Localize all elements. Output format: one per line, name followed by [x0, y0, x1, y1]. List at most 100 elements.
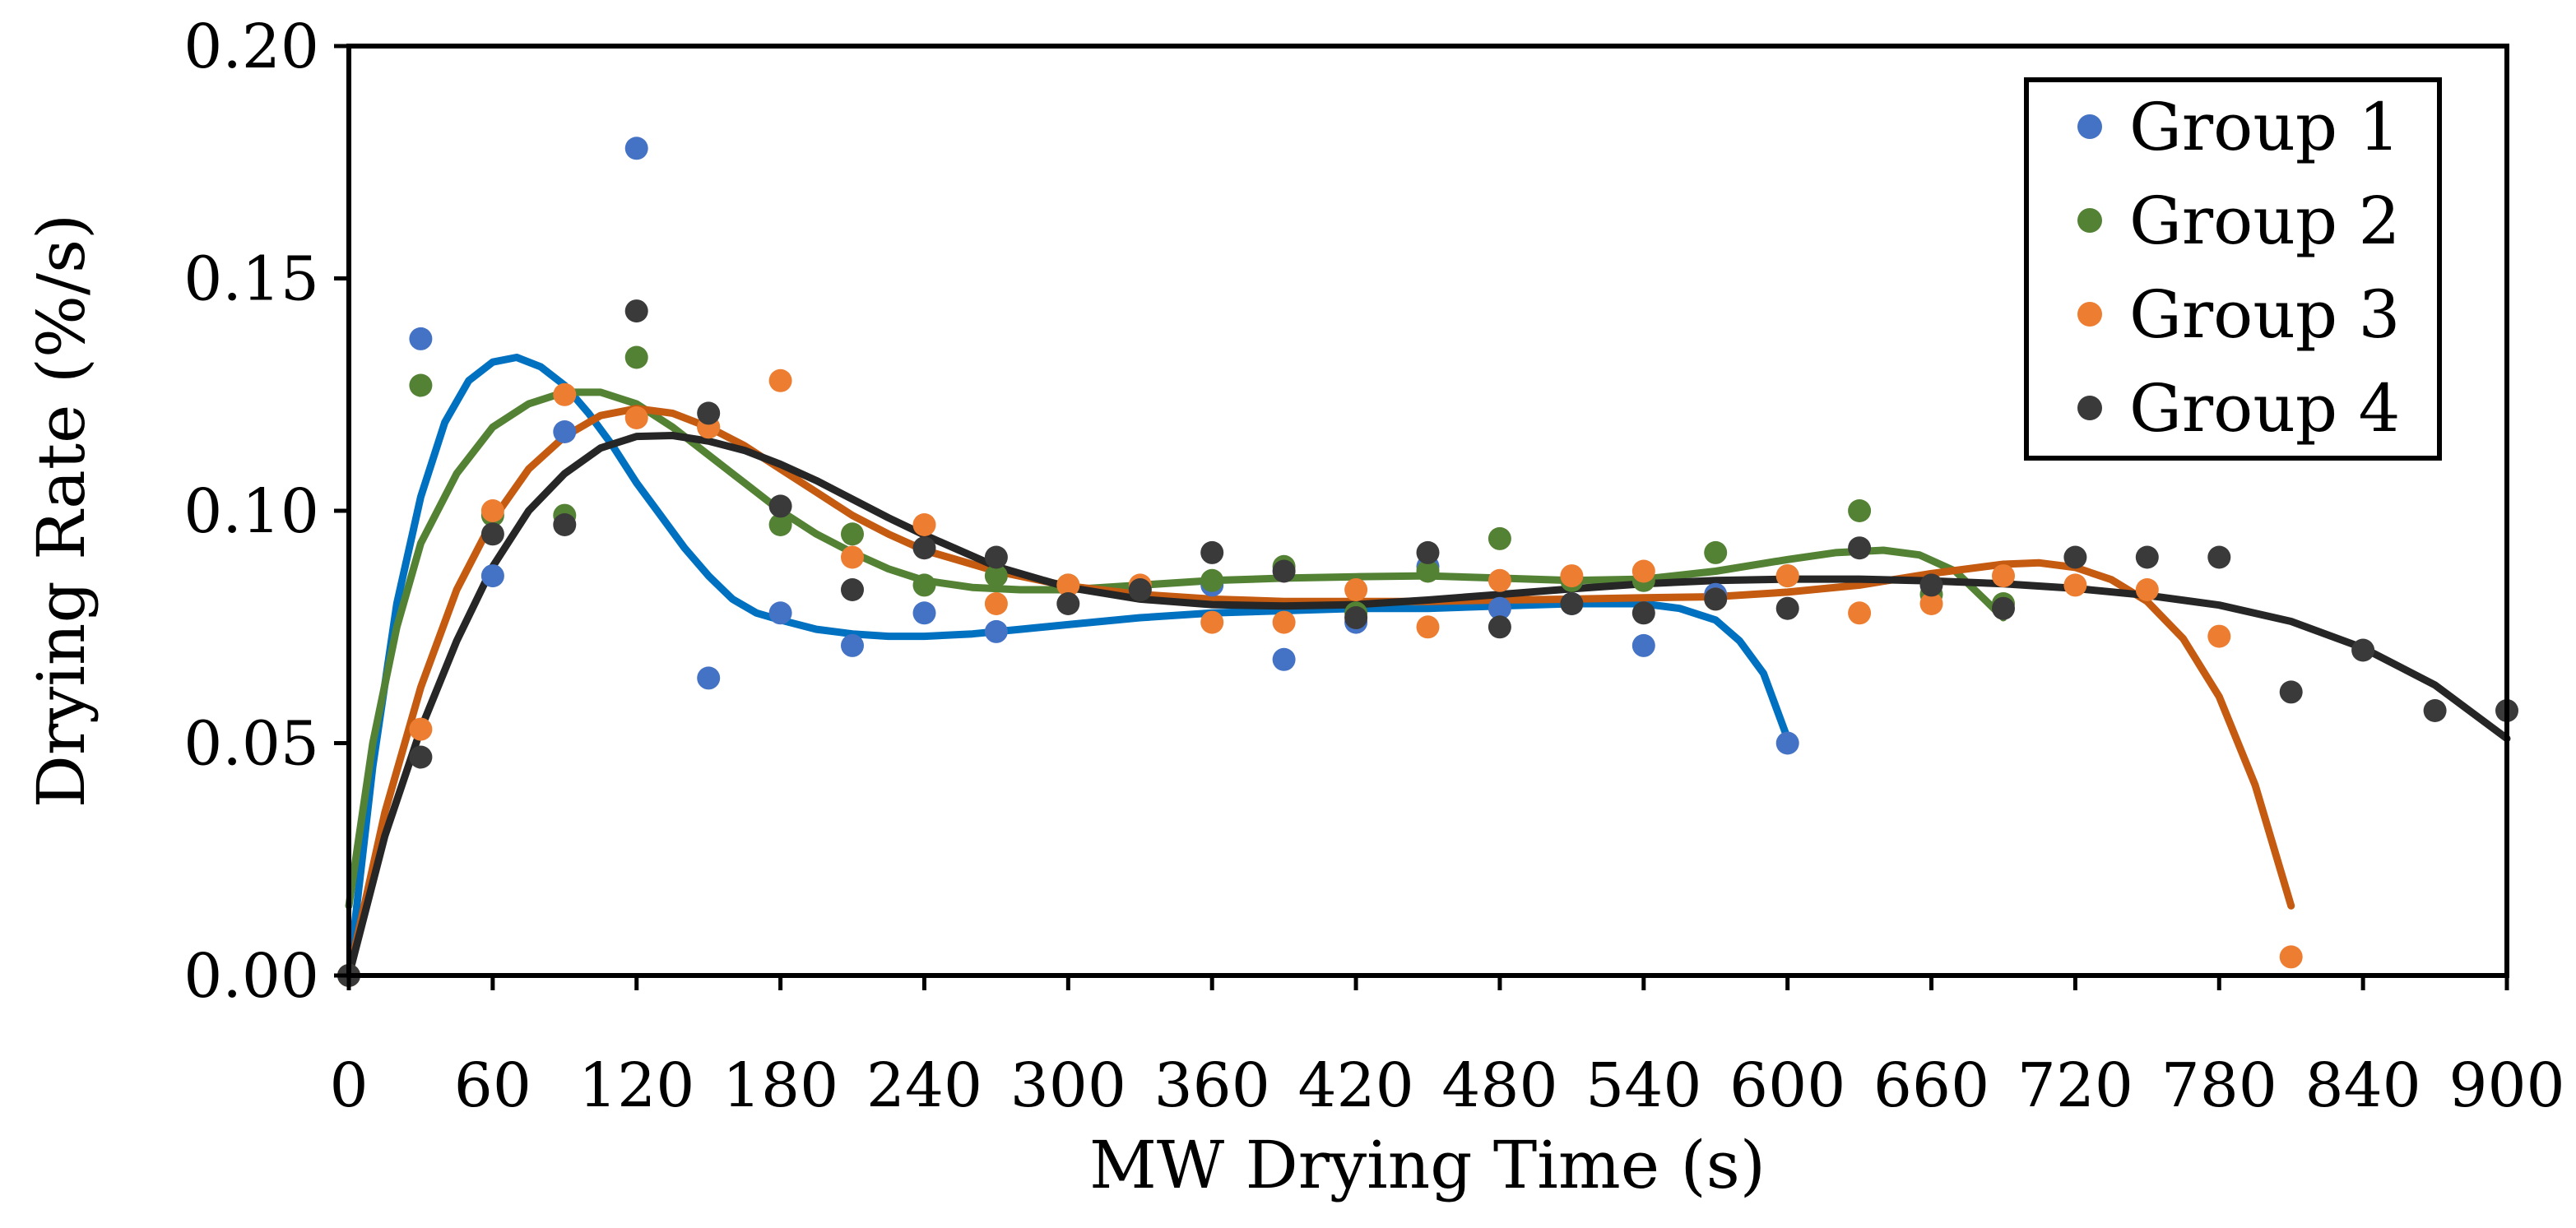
data-point-group-2 — [1200, 568, 1224, 592]
data-point-group-4 — [984, 545, 1008, 569]
data-point-group-3 — [2063, 573, 2087, 597]
y-tick-label: 0.20 — [183, 12, 319, 82]
data-point-group-4 — [1631, 601, 1655, 625]
data-point-group-1 — [1775, 731, 1799, 755]
legend: Group 1 Group 2 Group 3 Group 4 — [2024, 77, 2442, 461]
x-tick-label: 240 — [866, 1050, 982, 1121]
data-point-group-3 — [1488, 568, 1511, 592]
data-point-group-4 — [1416, 540, 1440, 564]
data-point-group-3 — [1919, 592, 1943, 615]
data-point-group-4 — [912, 536, 936, 560]
data-point-group-2 — [1704, 540, 1728, 564]
legend-label-group-2: Group 2 — [2129, 183, 2400, 259]
data-point-group-4 — [1560, 592, 1584, 615]
data-point-group-4 — [2351, 638, 2375, 662]
data-point-group-1 — [768, 601, 792, 625]
data-point-group-4 — [841, 578, 864, 601]
data-point-group-4 — [2207, 545, 2231, 569]
data-point-group-4 — [2423, 699, 2447, 722]
trend-line-group-3 — [345, 405, 2295, 980]
data-point-group-3 — [1272, 610, 1296, 634]
y-tick-label: 0.00 — [183, 941, 319, 1012]
x-tick-label: 540 — [1585, 1050, 1701, 1121]
data-point-group-4 — [409, 745, 433, 769]
x-tick-label: 480 — [1441, 1050, 1557, 1121]
data-point-group-1 — [1631, 633, 1655, 657]
data-point-group-4 — [1488, 615, 1511, 639]
data-point-group-4 — [1128, 578, 1152, 601]
trend-line-group-4 — [345, 432, 2511, 980]
data-point-group-1 — [1272, 647, 1296, 671]
data-point-group-3 — [984, 592, 1008, 615]
data-point-group-3 — [2135, 578, 2159, 601]
data-point-group-3 — [624, 406, 648, 429]
data-point-group-2 — [984, 564, 1008, 588]
data-point-group-4 — [1919, 573, 1943, 597]
legend-marker-group-1 — [2077, 114, 2102, 139]
data-point-group-1 — [1488, 596, 1511, 620]
data-point-group-3 — [1200, 610, 1224, 634]
data-point-group-4 — [624, 299, 648, 323]
x-tick-label: 900 — [2448, 1050, 2564, 1121]
data-point-group-4 — [480, 522, 504, 546]
data-point-group-2 — [1488, 526, 1511, 550]
data-point-group-4 — [2135, 545, 2159, 569]
data-point-group-3 — [912, 513, 936, 536]
trend-line-group-2 — [345, 388, 2007, 910]
data-point-group-3 — [553, 382, 577, 406]
data-point-group-4 — [697, 401, 721, 425]
data-point-group-3 — [1344, 578, 1368, 601]
data-point-group-1 — [480, 564, 504, 588]
data-point-group-3 — [1775, 564, 1799, 588]
data-point-group-2 — [624, 345, 648, 369]
data-point-group-2 — [912, 573, 936, 597]
x-tick-label: 720 — [2017, 1050, 2133, 1121]
legend-label-group-3: Group 3 — [2129, 276, 2400, 353]
data-point-group-3 — [2207, 624, 2231, 648]
data-point-group-4 — [768, 494, 792, 518]
data-point-group-4 — [1848, 536, 1872, 560]
data-point-group-4 — [1704, 587, 1728, 611]
y-axis-title: Drying Rate (%/s) — [23, 214, 100, 808]
legend-label-group-4: Group 4 — [2129, 370, 2400, 447]
data-point-group-4 — [1344, 606, 1368, 629]
data-point-group-3 — [480, 499, 504, 522]
x-tick-label: 660 — [1873, 1050, 1989, 1121]
legend-marker-group-2 — [2077, 208, 2102, 233]
data-point-group-4 — [1775, 596, 1799, 620]
legend-box — [2024, 77, 2442, 461]
y-tick-label: 0.05 — [183, 709, 319, 780]
data-point-group-3 — [841, 545, 864, 569]
data-point-group-1 — [409, 327, 433, 350]
data-point-group-2 — [768, 513, 792, 536]
legend-label-group-1: Group 1 — [2129, 89, 2400, 165]
data-point-group-3 — [1992, 564, 2015, 588]
y-tick-label: 0.10 — [183, 476, 319, 547]
data-point-group-4 — [1200, 540, 1224, 564]
x-tick-label: 360 — [1154, 1050, 1270, 1121]
x-tick-label: 600 — [1729, 1050, 1845, 1121]
data-point-group-4 — [1272, 559, 1296, 583]
data-point-group-2 — [409, 373, 433, 397]
data-point-group-4 — [2279, 680, 2303, 704]
data-point-group-1 — [697, 666, 721, 690]
legend-marker-group-3 — [2077, 302, 2102, 327]
x-tick-label: 0 — [329, 1050, 368, 1121]
data-point-group-1 — [912, 601, 936, 625]
axes: 0 60 120 180 240 300 360 420 480 540 600 660 720 780 8… — [183, 12, 2564, 1121]
data-point-group-1 — [624, 137, 648, 160]
plot-area-frame — [346, 44, 2509, 978]
data-point-group-4 — [553, 513, 577, 536]
legend-marker-group-4 — [2077, 396, 2102, 420]
data-point-group-4 — [2063, 545, 2087, 569]
x-tick-label: 840 — [2305, 1050, 2421, 1121]
x-tick-label: 120 — [578, 1050, 694, 1121]
data-point-group-3 — [1560, 564, 1584, 588]
x-tick-label: 780 — [2161, 1050, 2277, 1121]
data-point-group-2 — [1416, 559, 1440, 583]
data-point-group-3 — [409, 717, 433, 741]
data-point-group-1 — [984, 619, 1008, 643]
data-point-group-3 — [1056, 573, 1080, 597]
